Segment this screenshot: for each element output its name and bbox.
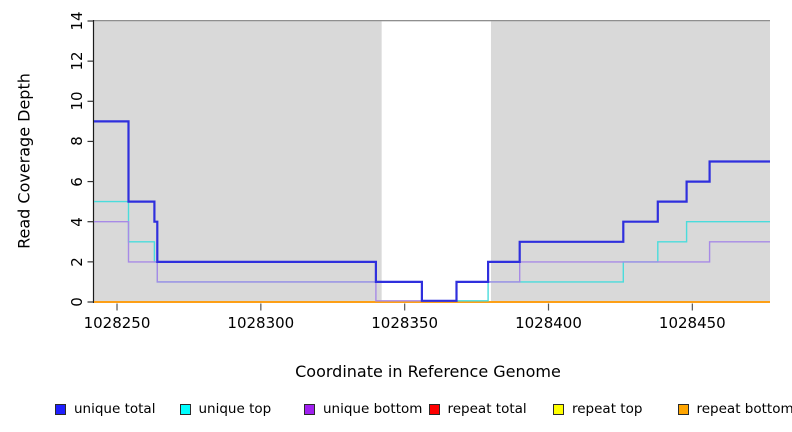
legend: unique total unique top unique bottom repea… — [0, 398, 792, 422]
legend-item-unique-bottom: unique bottom — [304, 398, 422, 420]
legend-item-repeat-total: repeat total — [428, 398, 527, 420]
legend-item-repeat-bottom: repeat bottom — [677, 398, 792, 420]
y-tick-label: 4 — [68, 216, 86, 227]
y-tick-label: 10 — [68, 91, 86, 111]
legend-label: repeat total — [447, 401, 527, 417]
legend-swatch-icon — [428, 403, 440, 415]
x-tick-label: 1028450 — [658, 314, 726, 332]
legend-item-unique-top: unique top — [179, 398, 272, 420]
x-tick-label: 1028400 — [515, 314, 582, 332]
legend-swatch-icon — [553, 403, 564, 415]
x-axis-title: Coordinate in Reference Genome — [295, 362, 561, 381]
legend-label: repeat top — [572, 401, 643, 417]
y-tick-label: 6 — [68, 176, 86, 187]
y-tick-label: 14 — [68, 11, 86, 31]
legend-swatch-icon — [179, 403, 191, 415]
legend-label: repeat bottom — [696, 401, 792, 417]
y-tick-label: 12 — [68, 51, 86, 71]
x-tick-label: 1028300 — [227, 314, 295, 332]
y-axis-title: Read Coverage Depth — [14, 73, 34, 249]
series-line-unique-total — [94, 120, 770, 302]
legend-label: unique top — [198, 401, 272, 417]
unshaded-band — [381, 21, 491, 303]
y-tick-label: 0 — [68, 297, 86, 307]
x-tick-label: 1028350 — [371, 314, 439, 332]
y-tick-label: 8 — [68, 136, 86, 147]
legend-swatch-icon — [304, 403, 315, 415]
legend-item-repeat-top: repeat top — [553, 398, 642, 420]
legend-item-unique-total: unique total — [55, 398, 155, 420]
y-tick-label: 2 — [68, 257, 86, 267]
legend-swatch-icon — [677, 403, 689, 415]
legend-label: unique bottom — [323, 401, 423, 417]
legend-swatch-icon — [55, 403, 66, 415]
series-line-unique-bottom — [94, 221, 770, 302]
legend-label: unique total — [74, 401, 156, 417]
x-tick-label: 1028250 — [83, 314, 151, 332]
